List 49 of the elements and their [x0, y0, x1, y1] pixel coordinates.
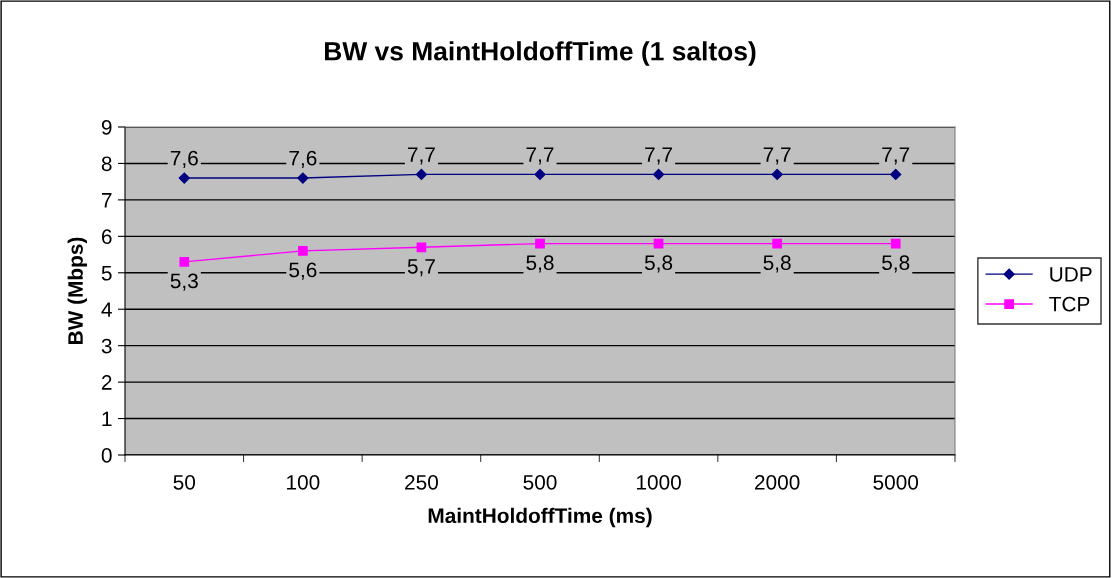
x-axis-title: MaintHoldoffTime (ms) — [428, 507, 652, 528]
point — [297, 172, 309, 184]
point — [297, 246, 308, 256]
y-tick-label: 1 — [102, 411, 112, 427]
point — [415, 168, 428, 180]
data-label: 7,6 — [170, 150, 198, 169]
y-tick-label: 8 — [101, 156, 112, 172]
point — [416, 242, 427, 253]
point — [772, 238, 783, 249]
x-tick-label: 50 — [173, 474, 196, 490]
data-label: 7,7 — [882, 147, 910, 165]
legend-label: TCP — [1049, 296, 1090, 312]
x-tick-label: 500 — [523, 474, 557, 490]
data-label: 5,3 — [170, 273, 198, 291]
x-tick-label: 1000 — [636, 474, 681, 490]
point — [178, 172, 190, 184]
data-label: 7,7 — [526, 147, 554, 165]
data-label: 5,8 — [763, 255, 791, 273]
legend-label: UDP — [1050, 267, 1092, 282]
point — [179, 256, 190, 267]
data-label: 7,7 — [645, 147, 673, 165]
data-label: 7,6 — [289, 150, 317, 169]
data-label: 7,7 — [408, 147, 435, 165]
point — [535, 238, 545, 249]
data-label: 7,7 — [763, 147, 791, 165]
x-tick-label: 250 — [405, 474, 438, 490]
y-axis-title: BW (Mbps) — [67, 237, 88, 344]
point — [534, 168, 546, 180]
data-label: 5,8 — [644, 255, 673, 273]
data-label: 5,7 — [407, 259, 435, 277]
data-label: 5,6 — [289, 262, 317, 280]
y-tick-label: 9 — [101, 120, 112, 135]
y-tick-label: 4 — [101, 302, 112, 317]
point — [652, 168, 665, 180]
y-tick-label: 5 — [101, 265, 112, 281]
y-tick-label: 0 — [101, 448, 112, 463]
x-tick-label: 5000 — [873, 474, 919, 490]
data-label: 5,8 — [882, 255, 910, 273]
data-label: 5,8 — [526, 255, 554, 273]
y-tick-label: 2 — [101, 375, 112, 390]
x-tick-label: 2000 — [755, 474, 800, 490]
y-tick-label: 6 — [101, 229, 112, 245]
chart-title: BW vs MaintHoldoffTime (1 saltos) — [325, 41, 756, 66]
y-tick-label: 3 — [101, 338, 112, 354]
x-tick-label: 100 — [287, 474, 320, 490]
point — [771, 168, 783, 180]
point — [890, 238, 901, 249]
y-tick-label: 7 — [101, 193, 112, 208]
point — [890, 168, 902, 180]
